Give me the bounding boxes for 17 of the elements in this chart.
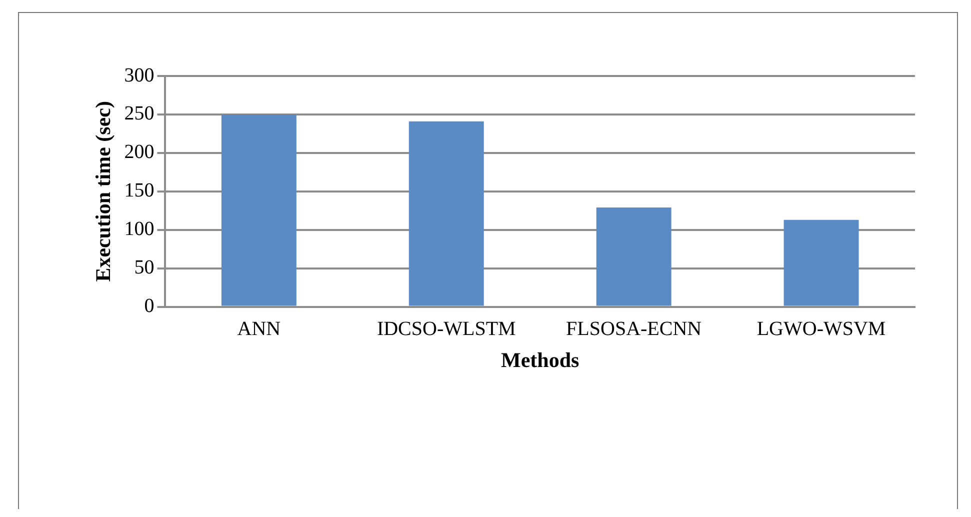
x-axis-title: Methods [501, 348, 580, 372]
bar [221, 114, 296, 306]
x-tick-label: FLSOSA-ECNN [566, 318, 702, 340]
bar [408, 121, 484, 306]
bar [784, 220, 859, 306]
y-tick-label: 0 [144, 295, 154, 318]
y-tick-label: 150 [124, 180, 154, 202]
x-tick-label: IDCSO-WLSTM [376, 318, 516, 340]
y-axis-title: Execution time (sec) [91, 101, 116, 282]
y-tick-label: 200 [124, 141, 154, 164]
x-tick-label: ANN [237, 318, 281, 340]
y-tick-label: 250 [124, 102, 154, 125]
y-tick-label: 300 [124, 64, 154, 86]
bar [596, 208, 672, 306]
y-tick-label: 50 [134, 256, 154, 279]
x-tick-label: LGWO-WSVM [756, 318, 886, 340]
y-tick-label: 100 [124, 218, 154, 240]
